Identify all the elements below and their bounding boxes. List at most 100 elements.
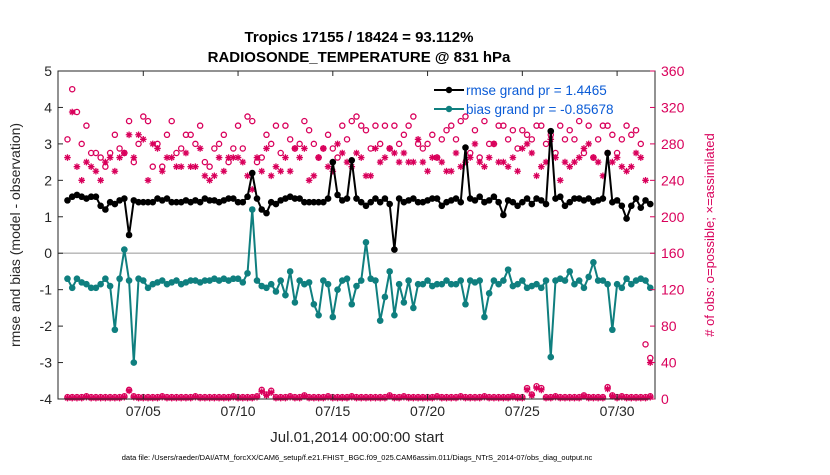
rmse-point — [395, 195, 403, 202]
obs-assimilated-bottom-point — [168, 394, 176, 402]
obs-possible-point — [111, 131, 119, 139]
obs-assimilated-bottom-point — [400, 393, 408, 401]
obs-possible-point — [168, 117, 175, 125]
obs-assimilated-bottom-point — [599, 394, 607, 402]
bias-point — [609, 326, 616, 334]
obs-assimilated-point — [590, 154, 597, 161]
bias-point — [139, 277, 147, 284]
obs-assimilated-point — [424, 167, 431, 175]
bias-point — [452, 280, 460, 288]
obs-possible-point — [263, 131, 270, 139]
obs-assimilated-point — [168, 154, 176, 161]
bias-point — [343, 275, 351, 283]
rmse-point — [139, 198, 147, 206]
bias-point — [462, 300, 469, 308]
obs-assimilated-point — [83, 158, 90, 166]
obs-assimilated-bottom-point — [391, 394, 398, 402]
obs-possible-point — [575, 117, 583, 125]
rmse-point — [376, 198, 384, 206]
obs-assimilated-point — [286, 167, 294, 175]
obs-assimilated-bottom-point — [310, 394, 318, 402]
bias-point — [357, 277, 365, 284]
bias-point — [580, 284, 588, 292]
rmse-point — [234, 198, 242, 206]
obs-possible-point — [519, 126, 526, 134]
obs-possible-point — [64, 136, 71, 143]
obs-assimilated-bottom-point — [414, 394, 422, 402]
rmse-point — [391, 246, 398, 253]
obs-assimilated-point — [239, 158, 247, 166]
bias-point — [571, 280, 578, 288]
obs-assimilated-bottom-point — [395, 394, 403, 402]
bias-point — [272, 288, 280, 295]
rmse-point — [367, 198, 375, 206]
obs-assimilated-point — [301, 145, 308, 152]
obs-possible-point — [305, 126, 313, 134]
obs-assimilated-point — [566, 163, 574, 170]
bias-point — [476, 277, 483, 284]
y2-tick-label: 80 — [661, 318, 677, 334]
obs-assimilated-point — [144, 177, 152, 184]
rmse-point — [566, 198, 574, 206]
obs-assimilated-point — [296, 154, 303, 161]
obs-assimilated-bottom-point — [646, 393, 654, 401]
bias-point — [353, 282, 360, 290]
rmse-point — [618, 202, 626, 210]
y2-axis-label: # of obs: o=possible; ×=assimilated — [702, 133, 717, 336]
obs-assimilated-point — [528, 149, 536, 157]
obs-possible-point — [538, 122, 545, 129]
obs-possible-point — [301, 117, 308, 125]
rmse-point — [301, 198, 308, 206]
obs-possible-point — [471, 126, 479, 134]
obs-possible-point — [348, 117, 356, 125]
obs-assimilated-bottom-point — [509, 393, 517, 401]
obs-possible-point — [542, 140, 550, 148]
obs-assimilated-point — [372, 145, 379, 152]
bias-point — [329, 313, 337, 321]
obs-assimilated-point — [642, 177, 649, 184]
bias-point — [372, 277, 379, 284]
obs-assimilated-bottom-point — [523, 386, 531, 394]
rmse-point — [457, 198, 465, 206]
obs-assimilated-point — [177, 163, 185, 170]
obs-assimilated-bottom-point — [320, 394, 327, 402]
obs-possible-point — [443, 126, 450, 134]
rmse-point — [632, 195, 640, 202]
obs-assimilated-point — [485, 154, 493, 161]
obs-assimilated-point — [637, 154, 645, 161]
obs-assimilated-bottom-point — [386, 392, 393, 400]
obs-assimilated-bottom-point — [571, 394, 578, 402]
obs-possible-point — [623, 122, 630, 129]
obs-possible-point — [452, 136, 460, 143]
rmse-point — [637, 204, 645, 211]
rmse-point — [253, 195, 261, 202]
obs-assimilated-point — [376, 158, 384, 166]
obs-assimilated-point — [438, 158, 446, 166]
obs-assimilated-bottom-point — [244, 394, 251, 402]
obs-assimilated-point — [613, 154, 621, 161]
obs-assimilated-bottom-point — [338, 394, 346, 402]
bias-point — [519, 277, 526, 284]
obs-assimilated-point — [315, 154, 322, 161]
rmse-point — [585, 195, 592, 202]
obs-assimilated-point — [523, 140, 531, 148]
bias-point — [537, 284, 545, 292]
obs-assimilated-point — [201, 172, 209, 180]
obs-assimilated-bottom-point — [225, 394, 232, 402]
obs-assimilated-point — [414, 136, 422, 143]
obs-assimilated-bottom-point — [102, 394, 109, 402]
obs-assimilated-bottom-point — [618, 393, 626, 401]
obs-assimilated-bottom-point — [173, 394, 180, 402]
obs-assimilated-point — [362, 172, 370, 180]
rmse-point — [168, 198, 176, 206]
obs-assimilated-bottom-point — [263, 392, 270, 399]
obs-assimilated-point — [263, 145, 270, 152]
obs-assimilated-bottom-point — [580, 392, 588, 400]
obs-assimilated-point — [391, 149, 398, 157]
plot-frame — [57, 70, 656, 400]
obs-possible-point — [362, 126, 370, 134]
obs-assimilated-point — [585, 140, 592, 148]
obs-assimilated-bottom-point — [447, 394, 455, 402]
obs-assimilated-point — [97, 177, 104, 184]
rmse-point — [353, 195, 360, 202]
